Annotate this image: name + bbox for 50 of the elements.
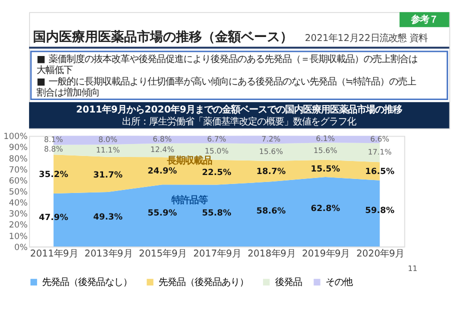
text: 2021年12月22日流改懇 資料 (304, 33, 428, 44)
data-label: 17.1% (368, 148, 392, 157)
data-label: 6.1% (316, 134, 335, 144)
y-tick-label: 70% (8, 164, 28, 174)
text: ■ 一般的に長期収載品より仕切価率が高い傾向にある後発品のない先発品（≒特許品）の売上割合は増加傾向 (36, 76, 416, 99)
x-tick-label: 2011年9月 (30, 248, 78, 260)
y-tick-label: 90% (8, 142, 28, 152)
data-label: 8.0% (98, 135, 118, 144)
y-tick-label: 60% (8, 175, 28, 186)
data-label: 11.1% (96, 146, 120, 155)
x-tick-label: 2020年9月 (356, 248, 404, 260)
data-label: 15.6% (259, 147, 283, 156)
data-label: 6.6% (370, 134, 390, 144)
legend-label: 先発品（後発品あり） (158, 276, 249, 288)
x-tick-label: 2013年9月 (84, 248, 132, 260)
data-label: 15.6% (313, 146, 338, 156)
data-label: 8.1% (44, 135, 64, 144)
x-tick-label: 2019年9月 (302, 248, 350, 260)
data-label: 31.7% (93, 169, 124, 180)
y-tick-label: 20% (8, 220, 28, 230)
y-tick-label: 30% (8, 208, 28, 219)
chart-title: 2011年9月から2020年9月までの金額ベースでの国内医療用医薬品市場の推移 (76, 104, 402, 116)
y-tick-label: 100% (4, 131, 28, 142)
x-tick-label: 2017年9月 (193, 248, 242, 260)
x-tick-label: 2018年9月 (248, 248, 296, 260)
y-tick-label: 10% (8, 230, 28, 241)
data-label: 15.5% (310, 163, 341, 174)
y-tick-label: 40% (8, 198, 28, 208)
data-label: 35.2% (38, 168, 69, 179)
legend-label: 後発品 (274, 276, 302, 288)
data-label: 24.9% (148, 166, 178, 176)
y-tick-label: 50% (8, 186, 28, 196)
text: 11 (408, 264, 418, 273)
y-tick-label: 0% (14, 242, 28, 252)
data-label: 6.8% (152, 134, 172, 144)
data-label: 8.8% (44, 144, 64, 154)
y-tick-label: 80% (8, 153, 28, 164)
data-label: 12.4% (150, 145, 174, 154)
data-label: 22.5% (202, 167, 232, 178)
data-label: 18.7% (256, 166, 286, 176)
text: 参考７ (410, 14, 438, 26)
data-label: 15.0% (204, 146, 229, 156)
data-label: 6.7% (207, 134, 226, 144)
data-label: 7.2% (261, 134, 281, 144)
text: 国内医療用医薬品市場の推移（金額ベース） (32, 29, 293, 46)
text: ■ 薬価制度の抜本改革や後発品促進により後発品のある先発品（＝長期収載品）の売上割合は大幅低下 (36, 54, 418, 76)
legend-label: 先発品（後発品なし） (42, 276, 132, 288)
chart-subtitle: 出所：厚生労働省「薬価基準改定の概要」数値をグラフ化 (122, 116, 356, 128)
x-tick-label: 2015年9月 (138, 248, 187, 260)
legend-label: その他 (325, 276, 352, 288)
